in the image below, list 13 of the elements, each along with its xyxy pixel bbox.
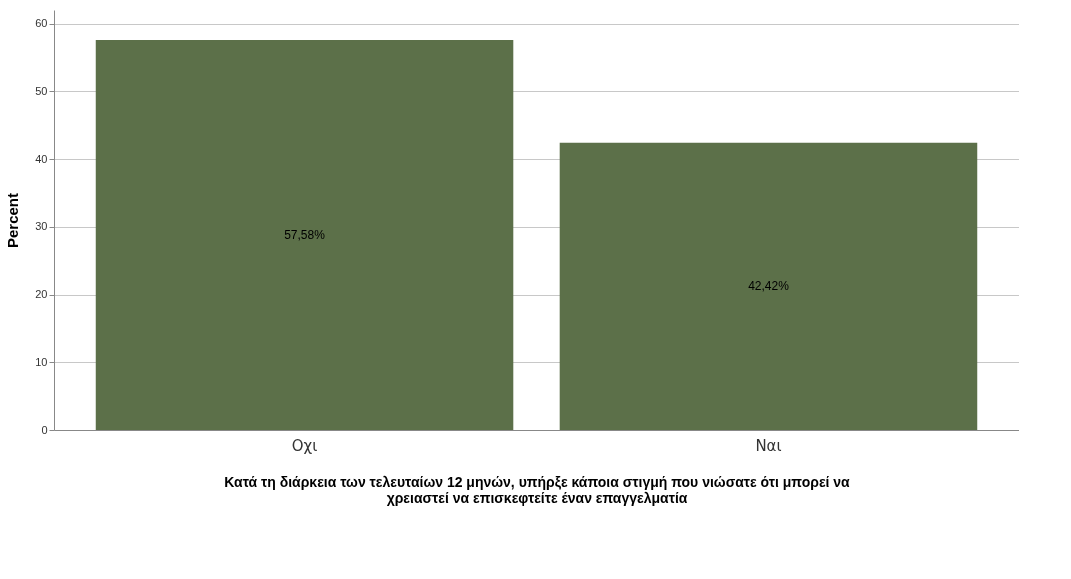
x-tick-label: Ναι bbox=[755, 436, 782, 455]
y-axis-title: Percent bbox=[4, 192, 22, 249]
y-tick-label: 40 bbox=[35, 152, 48, 165]
y-tick-label: 60 bbox=[35, 17, 48, 30]
data-label: 57,58% bbox=[284, 227, 326, 242]
data-label: 42,42% bbox=[748, 279, 790, 294]
y-tick-label: 20 bbox=[35, 288, 48, 301]
x-axis-title: Κατά τη διάρκεια των τελευταίων 12 μηνών, υπήρξε κάποια στιγμή που νιώσατε ότι μπορεί να χρειαστεί να επισκεφτείτε έναν επαγγελματία bbox=[224, 473, 851, 506]
y-tick-label: 10 bbox=[35, 355, 48, 368]
y-tick-label: 50 bbox=[35, 84, 48, 97]
x-tick-label: Οχι bbox=[291, 436, 318, 455]
y-tick-label: 30 bbox=[35, 220, 48, 233]
y-tick-label: 0 bbox=[41, 423, 48, 436]
